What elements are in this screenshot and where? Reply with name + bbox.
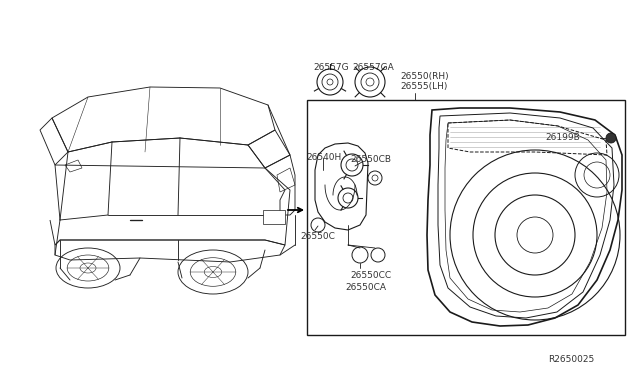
Text: 26550CB: 26550CB: [350, 155, 391, 164]
Text: 26557G: 26557G: [313, 63, 349, 72]
Text: 26550(RH): 26550(RH): [400, 72, 449, 81]
Text: 26550C: 26550C: [300, 232, 335, 241]
Text: R2650025: R2650025: [548, 355, 595, 364]
Circle shape: [606, 133, 616, 143]
Bar: [307, 100, 625, 335]
Bar: [263, 210, 285, 224]
Text: 26540H: 26540H: [306, 153, 341, 162]
Text: 26550CA: 26550CA: [345, 283, 386, 292]
Text: 26550CC: 26550CC: [350, 271, 391, 280]
Text: 26555(LH): 26555(LH): [400, 82, 447, 91]
Text: 26199B: 26199B: [545, 133, 580, 142]
Text: 26557GA: 26557GA: [352, 63, 394, 72]
